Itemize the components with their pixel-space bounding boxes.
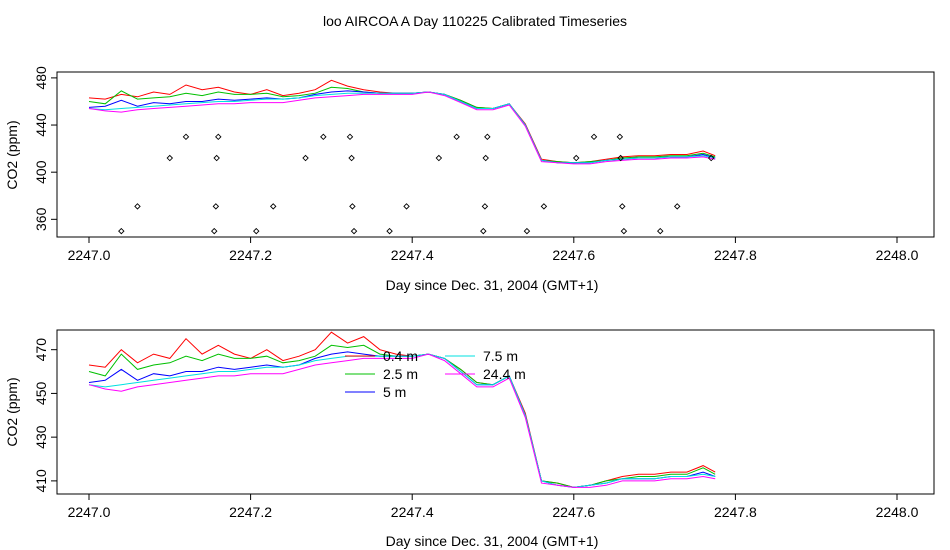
top-y-axis-label: CO2 (ppm) (4, 120, 20, 189)
bottom-series-line-4 (88, 353, 716, 488)
top-series-line-4 (88, 91, 716, 165)
top-y-tick-label: 400 (33, 160, 49, 184)
bottom-y-tick-label: 410 (33, 469, 49, 493)
bottom-x-tick-label: 2248.0 (876, 504, 919, 520)
top-data-point (617, 154, 624, 162)
top-points-group (118, 133, 715, 235)
top-x-tick-label: 2247.8 (714, 247, 757, 263)
bottom-series-line-0 (88, 331, 716, 488)
top-data-point (215, 133, 222, 141)
top-data-point (590, 133, 598, 141)
top-series-line-1 (88, 86, 716, 164)
top-data-point (707, 154, 715, 162)
top-data-point (403, 203, 410, 210)
bottom-y-tick-label: 430 (33, 425, 49, 449)
top-panel: 2247.0 2247.2 2247.4 2247.6 2247.8 2248.0 360… (4, 66, 935, 293)
top-data-point (620, 227, 628, 235)
top-data-point (572, 154, 580, 162)
top-data-point (118, 227, 125, 235)
top-data-point (166, 154, 174, 162)
top-data-point (212, 203, 220, 210)
legend-label: 2.5 m (383, 366, 418, 382)
top-data-point (480, 227, 487, 235)
top-data-point (386, 227, 393, 235)
top-plot-frame (56, 71, 935, 238)
top-data-point (213, 154, 220, 162)
top-x-tick-label: 2247.4 (391, 247, 434, 263)
bottom-x-tick-label: 2247.8 (714, 504, 757, 520)
top-data-point (540, 203, 548, 210)
top-y-tick-label: 480 (33, 66, 49, 90)
top-y-tick-label: 440 (33, 113, 49, 137)
top-series-line-3 (88, 91, 716, 164)
bottom-x-axis: 2247.0 2247.2 2247.4 2247.6 2247.8 2248.0 (68, 494, 919, 520)
figure-title: loo AIRCOA A Day 110225 Calibrated Times… (323, 13, 627, 29)
top-data-point (616, 133, 624, 141)
legend: 0.4 m 2.5 m 5 m 7.5 m 24.4 m (345, 348, 526, 400)
top-data-point (619, 203, 626, 210)
bottom-x-tick-label: 2247.4 (391, 504, 434, 520)
top-x-tick-label: 2247.0 (68, 247, 111, 263)
top-data-point (453, 133, 460, 141)
top-data-point (182, 133, 190, 141)
top-data-point (134, 203, 141, 210)
bottom-x-tick-label: 2247.2 (229, 504, 272, 520)
legend-label: 7.5 m (483, 348, 518, 364)
top-data-point (350, 227, 358, 235)
top-data-point (484, 133, 491, 141)
bottom-y-axis-label: CO2 (ppm) (4, 377, 20, 446)
legend-label: 0.4 m (383, 348, 418, 364)
bottom-y-tick-label: 450 (33, 382, 49, 406)
bottom-x-axis-label: Day since Dec. 31, 2004 (GMT+1) (386, 533, 599, 549)
bottom-series-group (88, 331, 716, 488)
top-data-point (673, 203, 681, 210)
top-x-tick-label: 2247.6 (552, 247, 595, 263)
top-x-axis-label: Day since Dec. 31, 2004 (GMT+1) (386, 277, 599, 293)
bottom-y-tick-label: 470 (33, 338, 49, 362)
bottom-series-line-3 (88, 353, 716, 488)
top-data-point (435, 154, 443, 162)
top-series-group (88, 79, 716, 165)
top-data-point (349, 203, 356, 210)
top-data-point (211, 227, 218, 235)
top-data-point (269, 203, 277, 210)
top-data-point (346, 133, 354, 141)
top-data-point (302, 154, 309, 162)
top-data-point (253, 227, 260, 235)
top-data-point (481, 203, 489, 210)
top-data-point (523, 227, 531, 235)
top-data-point (482, 154, 489, 162)
bottom-x-tick-label: 2247.0 (68, 504, 111, 520)
legend-label: 5 m (383, 384, 406, 400)
top-series-line-2 (88, 90, 716, 164)
top-x-tick-label: 2247.2 (229, 247, 272, 263)
bottom-y-axis: 410 430 450 470 (33, 338, 57, 493)
bottom-x-tick-label: 2247.6 (552, 504, 595, 520)
top-x-tick-label: 2248.0 (876, 247, 919, 263)
top-x-axis: 2247.0 2247.2 2247.4 2247.6 2247.8 2248.0 (68, 237, 919, 263)
top-data-point (348, 154, 355, 162)
top-data-point (657, 227, 664, 235)
bottom-plot-frame (56, 329, 935, 495)
top-y-tick-label: 360 (33, 207, 49, 231)
bottom-panel: 2247.0 2247.2 2247.4 2247.6 2247.8 2248.0 410… (4, 329, 935, 549)
legend-label: 24.4 m (483, 366, 526, 382)
top-y-axis: 360 400 440 480 (33, 66, 57, 231)
top-series-line-0 (88, 79, 716, 164)
top-data-point (320, 133, 327, 141)
